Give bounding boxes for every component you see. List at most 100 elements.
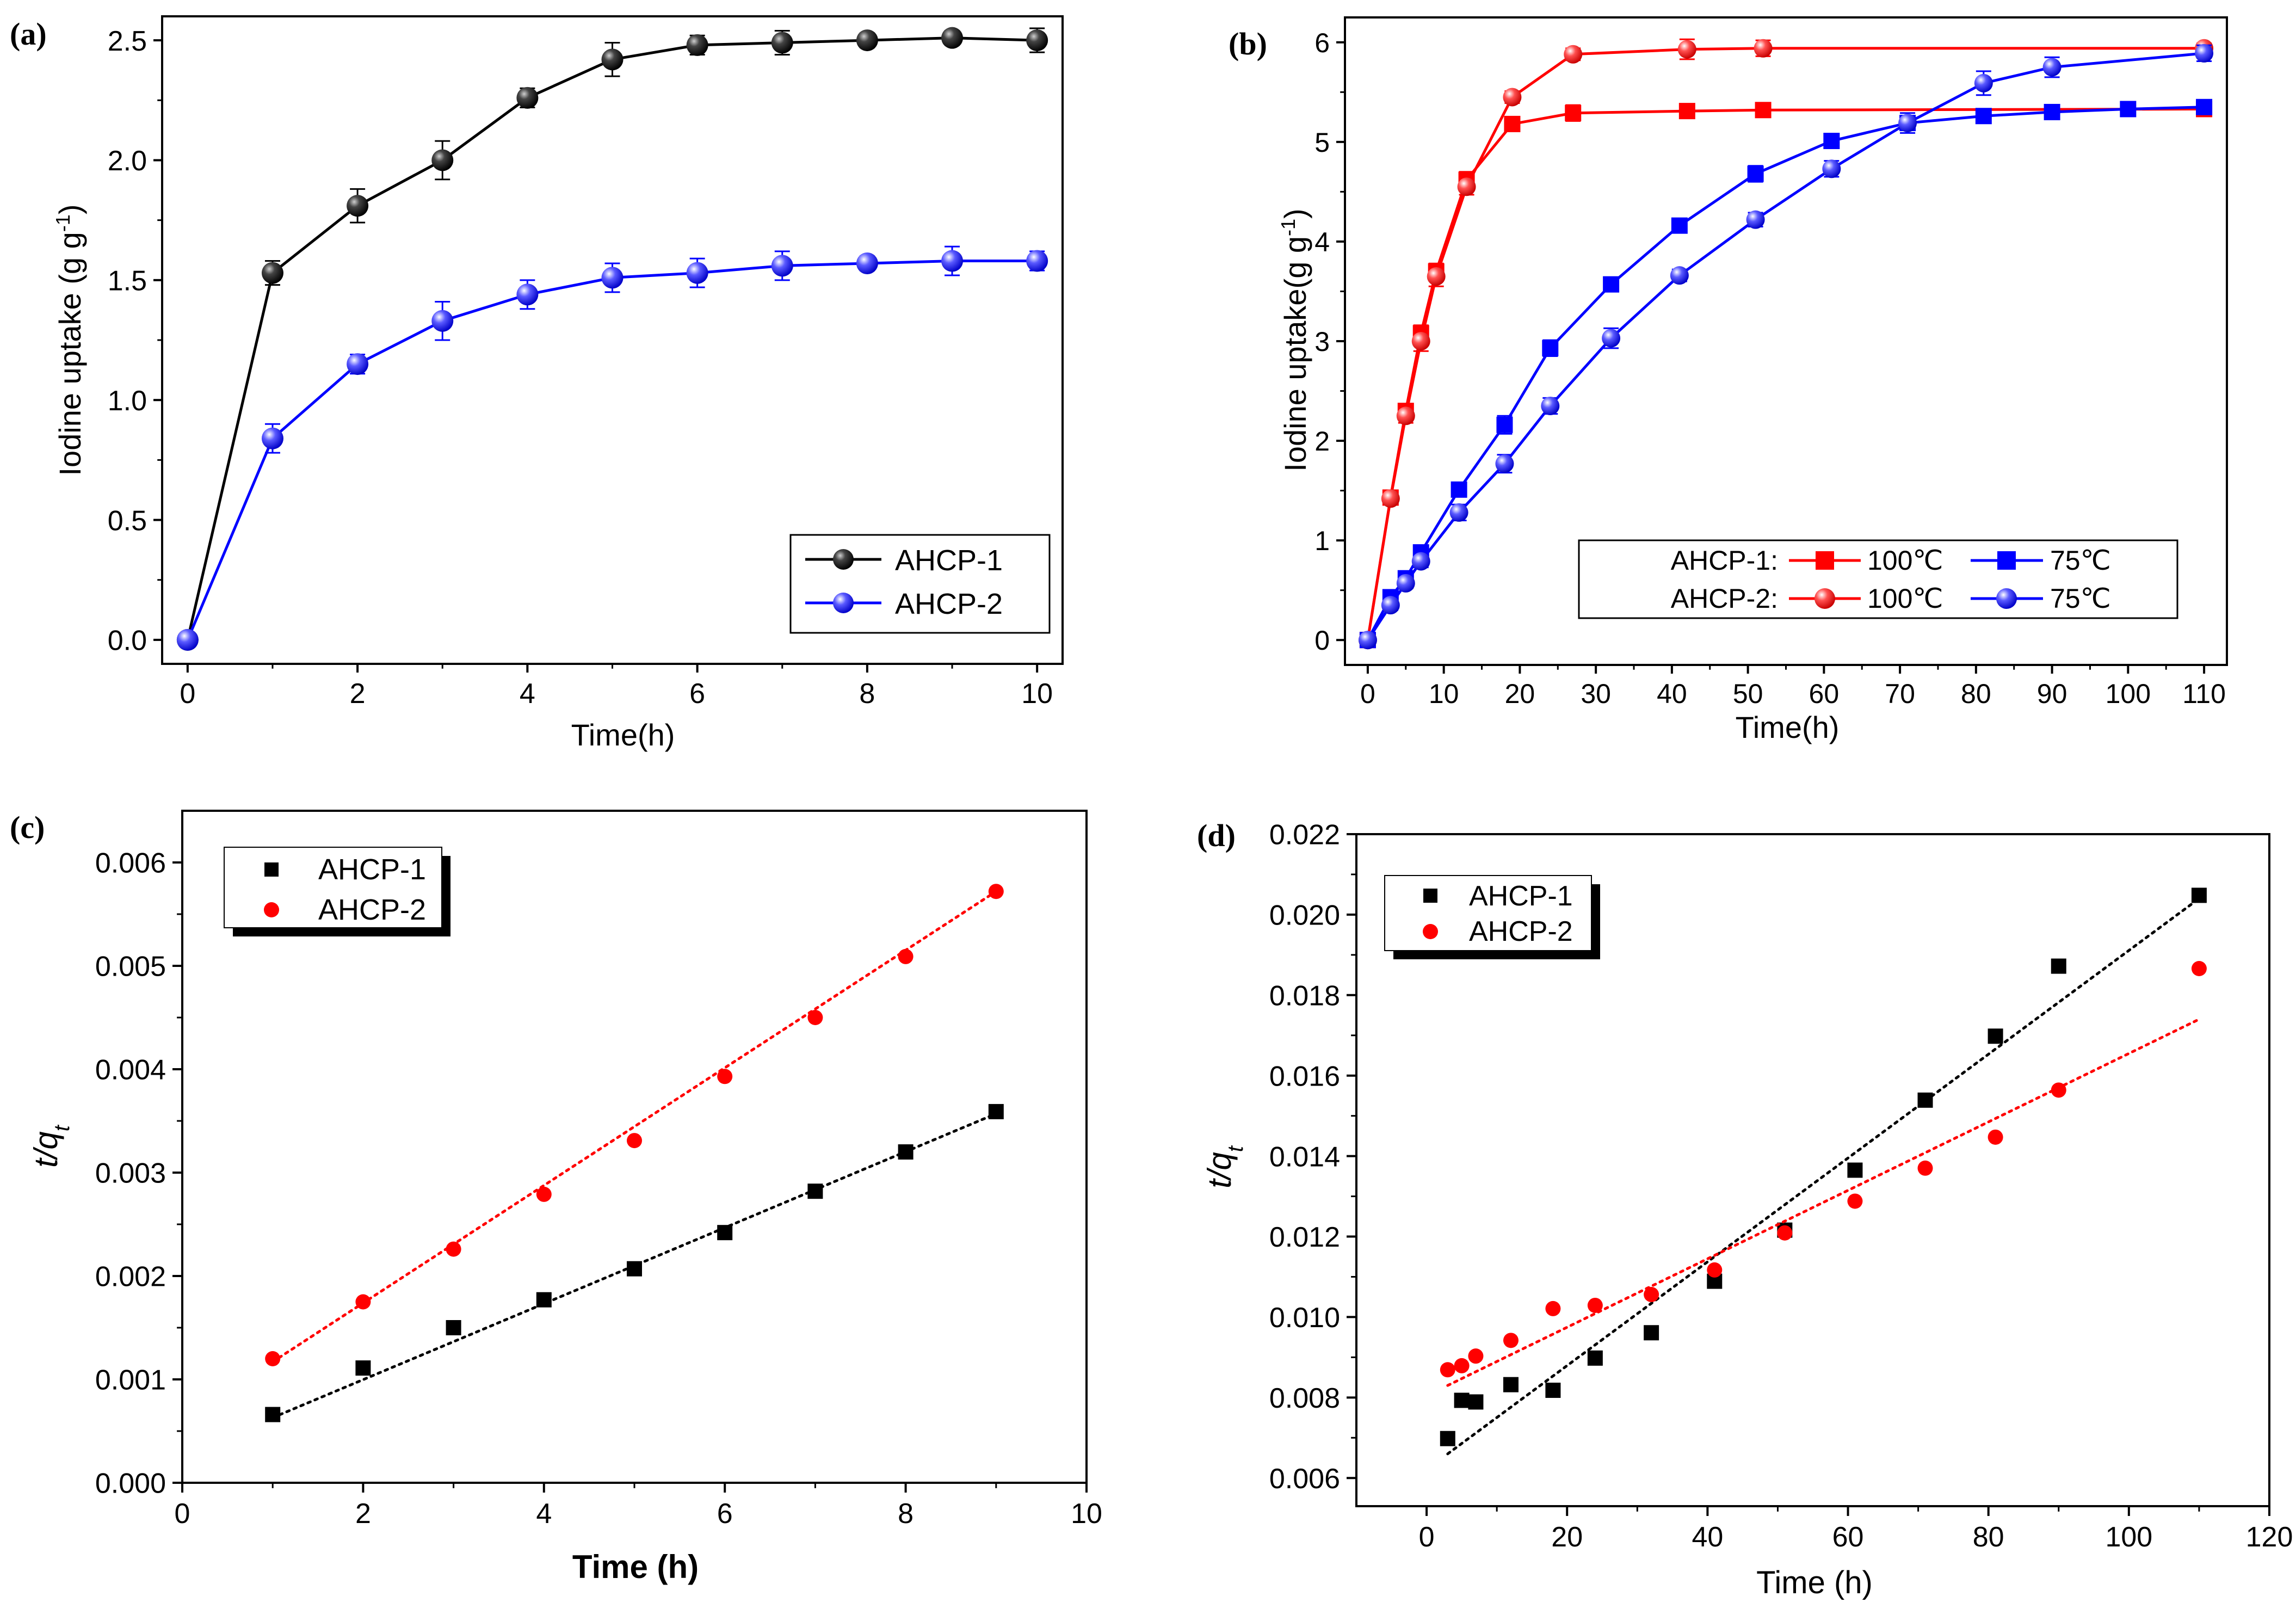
y-tick-label: 1.5	[108, 266, 147, 297]
panel-b-xlabel: Time(h)	[1736, 710, 1840, 744]
panel-d-yticks: 0.006 0.008 0.010 0.012 0.014 0.016 0.018 0.020…	[1269, 819, 1356, 1495]
data-point	[1495, 454, 1514, 473]
data-point	[1847, 1193, 1863, 1209]
data-point	[1746, 210, 1765, 229]
data-point	[1440, 1431, 1455, 1446]
data-point	[1898, 114, 1917, 133]
data-point	[2191, 961, 2207, 976]
legend-marker-ahcp2-100	[1814, 588, 1835, 609]
x-tick-label: 50	[1733, 679, 1763, 709]
y-tick-label: 0.014	[1269, 1141, 1340, 1173]
y-tick-label: 1.0	[108, 385, 147, 417]
data-point	[2195, 44, 2214, 63]
x-tick-label: 0	[1419, 1521, 1435, 1553]
panel-a-marks	[176, 27, 1048, 651]
data-point	[1644, 1287, 1659, 1303]
data-point	[941, 27, 964, 49]
data-point	[1468, 1394, 1484, 1410]
data-point	[1504, 115, 1521, 132]
panel-d-legend: AHCP-1 AHCP-2	[1384, 875, 1600, 959]
x-tick-label: 60	[1809, 679, 1840, 709]
y-tick-label: 0	[1314, 625, 1330, 656]
y-tick-label: 2	[1314, 426, 1330, 457]
data-point	[898, 948, 914, 964]
x-tick-label: 0	[175, 1498, 190, 1530]
data-point	[2051, 958, 2066, 974]
data-point	[686, 262, 708, 284]
data-point	[1754, 39, 1773, 58]
y-tick-label: 0.020	[1269, 900, 1340, 932]
x-tick-label: 20	[1505, 679, 1535, 709]
fit-line-ahcp-2	[1446, 1018, 2201, 1387]
y-tick-label: 0.022	[1269, 819, 1340, 851]
panel-c: (c) 0 2 4 6 8 10 0.0000.0010.0020.0030.0040.0…	[10, 810, 1102, 1585]
data-point	[1468, 1348, 1484, 1364]
data-point	[627, 1261, 642, 1277]
data-point	[1026, 250, 1048, 272]
x-tick-label: 40	[1692, 1521, 1723, 1553]
data-point	[2044, 103, 2060, 120]
data-point	[1411, 552, 1430, 571]
data-point	[446, 1320, 461, 1335]
data-point	[856, 252, 878, 274]
data-point	[1545, 1383, 1561, 1398]
data-point	[1358, 631, 1377, 650]
data-point	[1454, 1358, 1470, 1373]
data-point	[2042, 58, 2062, 77]
panel-c-label: (c)	[10, 810, 45, 845]
y-tick-label: 0.002	[95, 1261, 166, 1293]
data-point	[686, 34, 708, 56]
panel-a-xlabel: Time(h)	[571, 718, 675, 752]
y-tick-label: 0.004	[95, 1055, 166, 1086]
x-tick-label: 100	[2106, 679, 2151, 709]
y-tick-label: 0.0	[108, 625, 147, 657]
y-tick-label: 2.5	[108, 26, 147, 57]
data-point	[1747, 165, 1764, 182]
data-point	[1411, 332, 1430, 350]
legend-label-ahcp1-100: 100℃	[1867, 545, 1943, 576]
data-point	[1564, 45, 1583, 64]
y-tick-label: 4	[1314, 227, 1330, 257]
x-tick-label: 8	[898, 1498, 914, 1530]
data-point	[717, 1069, 733, 1084]
data-point	[771, 32, 793, 54]
data-point	[261, 427, 283, 449]
legend-marker-ahcp2	[833, 593, 854, 613]
data-point	[1503, 88, 1522, 107]
data-point	[2120, 101, 2137, 118]
x-tick-label: 6	[689, 678, 705, 710]
legend-label-ahcp1: AHCP-1	[1469, 880, 1573, 912]
legend-marker-ahcp1-75	[1997, 551, 2016, 570]
data-point	[601, 267, 624, 289]
panel-c-marks	[265, 884, 1004, 1422]
panel-c-xlabel: Time (h)	[572, 1549, 699, 1585]
panel-c-ylabel: t/qt	[28, 1124, 74, 1168]
x-tick-label: 90	[2037, 679, 2067, 709]
x-tick-label: 8	[859, 678, 875, 710]
y-tick-label: 0.012	[1269, 1222, 1340, 1253]
data-point	[988, 1104, 1004, 1119]
panel-c-legend: AHCP-1 AHCP-2	[224, 847, 450, 936]
panel-c-xticks: 0 2 4 6 8 10	[175, 1483, 1102, 1530]
y-tick-label: 0.008	[1269, 1383, 1340, 1414]
data-point	[1454, 1392, 1470, 1408]
data-point	[347, 353, 369, 375]
data-point	[627, 1133, 642, 1149]
data-point	[516, 87, 539, 109]
panel-b-label: (b)	[1229, 26, 1267, 61]
legend-label-ahcp2: AHCP-2	[318, 893, 426, 926]
y-tick-label: 0.005	[95, 951, 166, 983]
legend-label-ahcp1: AHCP-1	[318, 853, 426, 886]
x-tick-label: 80	[1961, 679, 1991, 709]
data-point	[898, 1144, 914, 1160]
data-point	[1503, 1377, 1519, 1392]
fit-line-ahcp-2	[271, 890, 998, 1364]
legend-marker-ahcp1	[1423, 889, 1437, 903]
panel-d-label: (d)	[1197, 818, 1236, 853]
data-point	[1822, 159, 1841, 178]
x-tick-label: 4	[536, 1498, 552, 1530]
legend-marker-ahcp2	[1423, 924, 1438, 939]
panel-a: (a) 0 2 4 6 8 10 0.0 0.5 1.0 1.5 2.0 2.5 Time(h) I…	[10, 15, 1064, 752]
x-tick-label: 10	[1071, 1498, 1102, 1530]
x-tick-label: 0	[180, 678, 195, 710]
